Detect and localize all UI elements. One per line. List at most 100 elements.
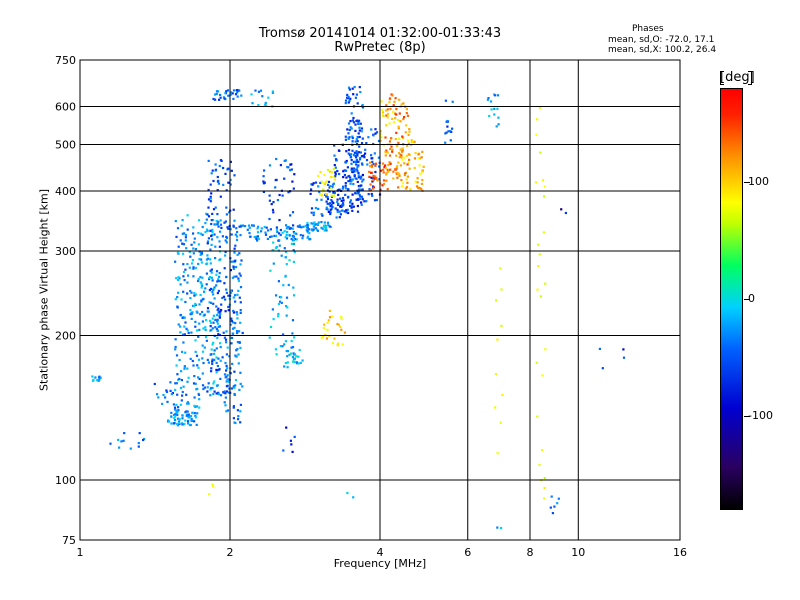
data-point: [237, 418, 240, 421]
data-point: [307, 231, 310, 235]
data-point: [218, 325, 221, 328]
data-point: [233, 275, 236, 278]
data-point: [234, 379, 238, 382]
data-point: [304, 224, 307, 227]
data-point: [257, 90, 261, 93]
data-point: [360, 127, 364, 130]
data-point: [260, 230, 263, 233]
data-point: [223, 267, 226, 270]
data-point: [387, 163, 390, 167]
data-point: [214, 245, 217, 248]
data-point: [193, 292, 196, 295]
data-point: [275, 234, 278, 237]
data-point: [219, 346, 222, 349]
data-point: [346, 208, 349, 211]
data-point: [177, 245, 180, 248]
data-point: [355, 163, 358, 166]
data-point: [406, 163, 409, 166]
data-point: [360, 188, 363, 191]
data-point: [372, 134, 375, 137]
data-point: [398, 137, 401, 140]
data-point: [449, 139, 452, 142]
data-point: [407, 142, 410, 145]
data-point: [282, 284, 285, 287]
data-point: [213, 352, 216, 355]
data-point: [234, 421, 237, 425]
data-point: [142, 438, 145, 442]
data-point: [267, 229, 270, 232]
data-point: [385, 124, 388, 127]
data-point: [232, 311, 235, 314]
data-point: [347, 152, 350, 155]
data-point: [343, 331, 346, 334]
data-point: [283, 247, 286, 250]
data-point: [212, 314, 215, 317]
data-point: [285, 227, 288, 230]
data-point: [338, 172, 341, 176]
data-point: [236, 331, 239, 335]
data-point: [187, 376, 190, 379]
data-point: [219, 394, 223, 397]
data-point: [212, 321, 215, 324]
data-point: [284, 159, 287, 162]
data-point: [211, 230, 214, 234]
data-point: [176, 296, 179, 299]
data-point: [265, 226, 268, 229]
data-point: [361, 180, 364, 183]
data-point: [187, 413, 190, 416]
data-point: [183, 316, 186, 319]
data-point: [186, 402, 189, 405]
data-point: [227, 294, 230, 297]
data-point: [389, 168, 392, 171]
data-point: [233, 219, 236, 222]
data-point: [214, 257, 217, 260]
data-point: [220, 226, 223, 229]
data-point: [494, 373, 498, 376]
data-point: [218, 98, 221, 101]
data-point: [241, 224, 245, 227]
data-point: [381, 184, 384, 187]
data-point: [350, 159, 353, 162]
data-point: [215, 273, 218, 276]
data-point: [380, 136, 383, 139]
data-point: [232, 208, 235, 211]
data-point: [272, 211, 275, 214]
data-point: [335, 159, 338, 162]
data-point: [231, 276, 234, 279]
data-point: [291, 319, 295, 322]
data-point: [174, 419, 177, 422]
data-point: [173, 413, 176, 417]
data-point: [388, 97, 392, 100]
data-point: [327, 319, 330, 322]
data-point: [191, 359, 194, 363]
data-point: [225, 375, 228, 378]
data-point: [336, 342, 340, 345]
data-point: [369, 165, 372, 168]
data-point: [446, 119, 449, 123]
data-point: [349, 126, 352, 129]
data-point: [205, 339, 208, 342]
data-point: [295, 355, 298, 358]
data-point: [420, 156, 423, 159]
data-point: [275, 294, 278, 297]
data-point: [194, 248, 197, 251]
data-point: [389, 147, 392, 151]
data-point: [209, 388, 212, 391]
data-point: [237, 279, 240, 283]
data-point: [298, 224, 301, 227]
data-point: [179, 313, 182, 317]
data-point: [543, 486, 546, 490]
data-point: [170, 393, 173, 396]
data-point: [342, 185, 345, 188]
data-point: [387, 169, 390, 172]
data-point: [364, 148, 367, 151]
data-point: [215, 314, 219, 317]
data-point: [209, 262, 212, 265]
data-point: [217, 179, 220, 182]
data-point: [320, 221, 323, 224]
data-point: [193, 420, 196, 423]
data-point: [382, 168, 385, 171]
data-point: [210, 348, 213, 351]
data-point: [359, 184, 362, 187]
data-point: [317, 185, 320, 188]
